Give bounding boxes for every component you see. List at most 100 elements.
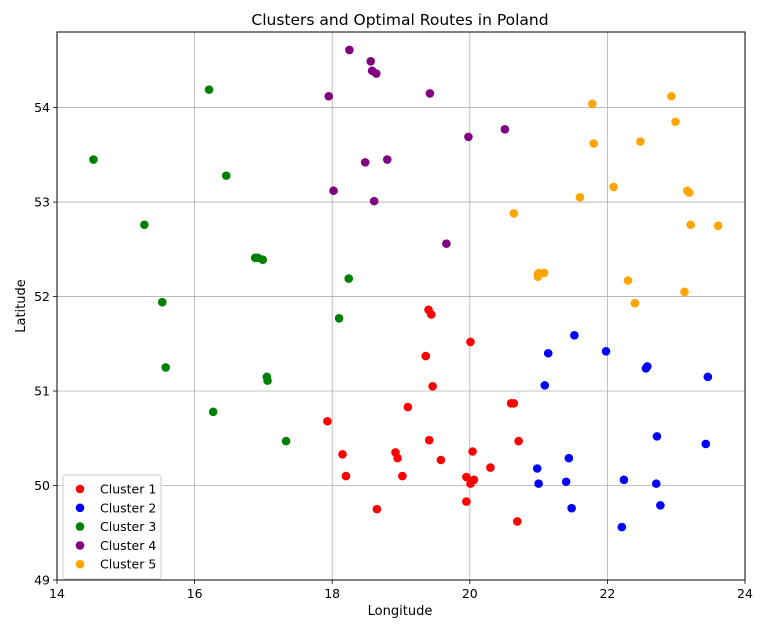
- data-point: [589, 139, 598, 148]
- data-point: [570, 330, 579, 340]
- data-point: [564, 453, 574, 463]
- data-point: [329, 186, 338, 196]
- data-point: [398, 471, 407, 481]
- y-tick-label: 51: [34, 384, 50, 399]
- data-point: [636, 137, 645, 146]
- data-point: [140, 220, 149, 230]
- series-cluster-3: [89, 85, 354, 446]
- data-point: [623, 276, 633, 285]
- data-point: [652, 432, 662, 441]
- series-cluster-4: [324, 45, 510, 248]
- legend-label: Cluster 2: [100, 500, 156, 515]
- y-tick-label: 53: [34, 195, 50, 210]
- data-point: [334, 313, 344, 323]
- data-point: [360, 158, 370, 167]
- data-point: [425, 89, 435, 98]
- series-cluster-1: [323, 305, 523, 526]
- data-point: [512, 517, 522, 526]
- chart-title: Clusters and Optimal Routes in Poland: [251, 11, 548, 29]
- data-point: [462, 472, 471, 482]
- data-point: [543, 348, 553, 358]
- x-tick-label: 22: [599, 586, 615, 601]
- data-point: [601, 347, 611, 356]
- data-point: [651, 479, 661, 488]
- y-axis-ticks: 49 50 51 52 53 54: [34, 100, 57, 588]
- legend-marker: [75, 522, 85, 531]
- data-point: [204, 85, 214, 94]
- data-point: [684, 188, 694, 197]
- data-point: [514, 436, 523, 446]
- data-point: [533, 272, 543, 282]
- data-point: [466, 337, 475, 347]
- data-point: [464, 132, 473, 142]
- data-point: [671, 117, 680, 127]
- data-point: [372, 504, 382, 514]
- data-point: [371, 69, 381, 78]
- data-point: [540, 381, 550, 390]
- data-point: [344, 274, 354, 283]
- x-tick-label: 20: [462, 586, 478, 601]
- data-point: [587, 99, 597, 109]
- data-point: [630, 298, 640, 308]
- data-point: [468, 447, 477, 456]
- data-point: [258, 255, 268, 265]
- legend-label: Cluster 1: [100, 482, 156, 497]
- data-point: [509, 209, 519, 218]
- data-point: [161, 363, 171, 372]
- x-axis-label: Longitude: [368, 604, 433, 619]
- y-tick-label: 49: [34, 573, 50, 588]
- data-point: [323, 416, 332, 426]
- data-point: [424, 435, 434, 445]
- data-point: [393, 453, 402, 463]
- y-tick-label: 54: [34, 100, 50, 115]
- data-point: [403, 402, 413, 412]
- data-point: [426, 310, 436, 319]
- data-point: [641, 364, 651, 373]
- data-point: [263, 376, 272, 385]
- data-point: [509, 399, 519, 408]
- data-point: [609, 182, 618, 192]
- data-point: [534, 479, 543, 488]
- data-point: [486, 463, 495, 472]
- data-point: [421, 351, 431, 361]
- data-point: [324, 91, 334, 101]
- data-point: [338, 450, 347, 459]
- legend-marker: [75, 503, 85, 513]
- data-point: [436, 455, 446, 465]
- data-point: [686, 220, 695, 230]
- legend-marker: [75, 484, 85, 494]
- data-point: [617, 522, 627, 532]
- data-point: [281, 436, 291, 446]
- data-point: [369, 196, 379, 206]
- legend-label: Cluster 4: [100, 538, 156, 553]
- x-tick-label: 24: [737, 586, 753, 601]
- data-point: [382, 155, 392, 164]
- data-point: [680, 287, 689, 297]
- data-point: [89, 155, 98, 164]
- data-point: [341, 471, 351, 481]
- series-cluster-2: [532, 330, 713, 532]
- legend-marker: [75, 541, 85, 550]
- legend-label: Cluster 5: [100, 557, 156, 572]
- data-point: [500, 125, 510, 134]
- x-axis-ticks: 14 16 18 20 22 24: [49, 580, 753, 601]
- data-point: [656, 501, 665, 510]
- y-tick-label: 50: [34, 478, 50, 493]
- legend: Cluster 1 Cluster 2 Cluster 3 Cluster 4 Clus…: [62, 474, 162, 580]
- data-point: [619, 475, 629, 485]
- data-point: [345, 45, 354, 55]
- data-point: [567, 503, 576, 513]
- data-point: [208, 407, 218, 417]
- plot-frame: [56, 31, 746, 581]
- legend-box: [62, 474, 162, 580]
- data-point: [221, 171, 231, 180]
- data-point: [539, 268, 549, 278]
- data-point: [157, 297, 167, 307]
- x-tick-label: 14: [49, 586, 65, 601]
- series-cluster-5: [509, 91, 723, 308]
- data-point: [442, 239, 451, 248]
- x-tick-label: 16: [187, 586, 203, 601]
- legend-marker: [75, 559, 85, 569]
- data-point: [466, 479, 475, 488]
